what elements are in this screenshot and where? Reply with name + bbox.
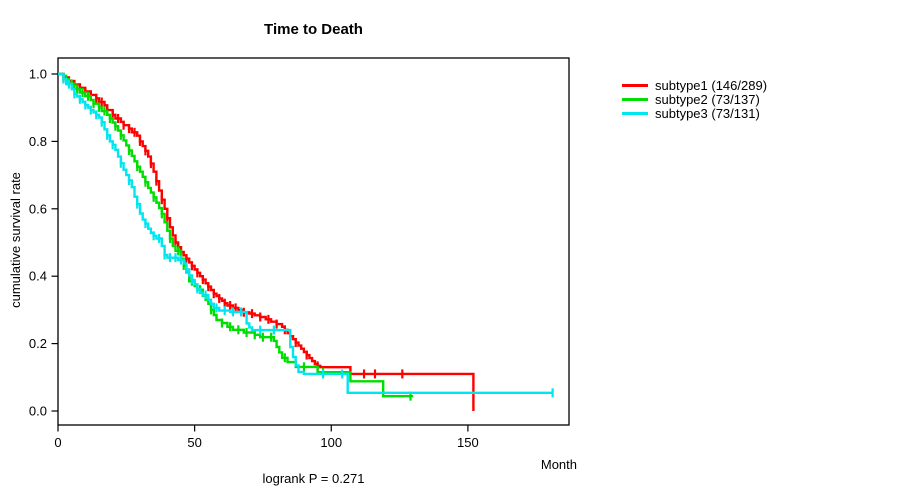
legend-label-subtype3: subtype3 (73/131) [655, 105, 760, 121]
legend-line-subtype3 [622, 111, 648, 115]
censor-marks-subtype3 [62, 74, 554, 398]
legend-line-subtype1 [622, 83, 648, 87]
y-tick-label: 1.0 [29, 67, 47, 82]
x-tick-label: 50 [187, 435, 201, 450]
plot-title: Time to Death [264, 21, 363, 38]
x-axis-title: Month [540, 457, 577, 472]
legend-label-subtype2: subtype2 (73/137) [655, 91, 760, 107]
y-tick-label: 0.6 [29, 201, 47, 216]
legend-item-subtype2: subtype2 (73/137) [622, 91, 767, 107]
legend-line-subtype2 [622, 97, 648, 101]
y-tick-label: 0.4 [29, 269, 47, 284]
legend: subtype1 (146/289) subtype2 (73/137) sub… [622, 77, 768, 121]
x-tick-label: 0 [54, 435, 61, 450]
survival-curve-subtype3 [58, 72, 553, 394]
plot-box [57, 57, 570, 426]
legend-item-subtype1: subtype1 (146/289) [622, 77, 768, 93]
logrank-pvalue-note: logrank P = 0.271 [262, 471, 365, 486]
legend-item-subtype3: subtype3 (73/131) [622, 105, 767, 121]
y-axis-title: cumulative survival rate [8, 172, 23, 308]
x-tick-label: 100 [320, 435, 342, 450]
survival-curve-subtype1 [58, 72, 475, 411]
y-tick-label: 0.2 [29, 336, 47, 351]
x-tick-label: 150 [457, 435, 479, 450]
censor-marks-subtype2 [65, 74, 412, 401]
survival-curve-subtype2 [58, 72, 414, 398]
y-tick-label: 0.8 [29, 134, 47, 149]
legend-label-subtype1: subtype1 (146/289) [655, 77, 768, 93]
y-tick-label: 0.0 [29, 404, 47, 419]
